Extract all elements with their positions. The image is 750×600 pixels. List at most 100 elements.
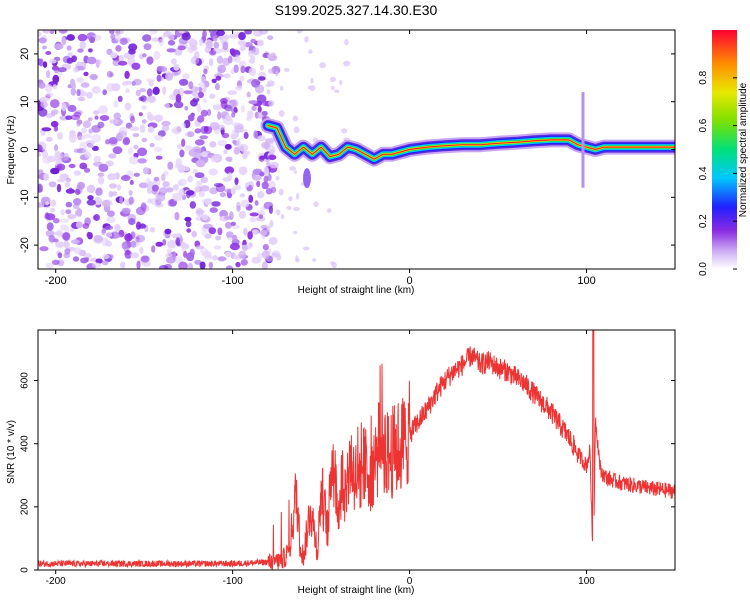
noise-blob xyxy=(178,188,185,197)
noise-blob xyxy=(93,214,100,221)
noise-blob xyxy=(46,92,54,98)
noise-blob xyxy=(293,126,300,134)
noise-blob xyxy=(114,224,121,232)
noise-blob xyxy=(141,105,148,111)
noise-blob xyxy=(244,182,249,188)
noise-blob xyxy=(61,102,67,112)
noise-blob xyxy=(120,261,126,269)
noise-blob xyxy=(38,169,44,175)
noise-blob xyxy=(230,187,236,195)
noise-blob xyxy=(39,246,49,252)
noise-blob xyxy=(166,48,176,53)
noise-blob xyxy=(146,185,153,195)
noise-blob xyxy=(256,252,263,261)
noise-blob xyxy=(147,198,153,204)
noise-blob xyxy=(269,220,274,228)
noise-blob xyxy=(111,191,118,197)
noise-blob xyxy=(238,166,248,176)
noise-blob xyxy=(112,146,123,155)
noise-blob xyxy=(188,81,194,90)
noise-blob xyxy=(197,82,206,88)
noise-blob xyxy=(178,178,187,186)
noise-blob xyxy=(87,143,95,149)
noise-blob xyxy=(219,192,227,198)
noise-blob xyxy=(130,115,136,124)
noise-blob xyxy=(275,209,281,216)
noise-blob xyxy=(95,187,103,196)
noise-blob xyxy=(253,130,258,139)
noise-blob xyxy=(293,206,300,211)
noise-blob xyxy=(227,55,233,64)
noise-blob xyxy=(205,41,213,49)
noise-blob xyxy=(66,45,72,51)
noise-blob xyxy=(233,146,240,155)
noise-blob xyxy=(139,124,146,133)
noise-blob xyxy=(189,201,196,209)
noise-blob xyxy=(117,130,128,139)
noise-blob xyxy=(124,233,133,242)
noise-blob xyxy=(121,207,131,215)
noise-blob xyxy=(175,237,181,246)
noise-blob xyxy=(257,111,263,119)
noise-blob xyxy=(62,232,71,241)
noise-blob xyxy=(234,54,241,63)
noise-blob xyxy=(190,56,200,65)
noise-blob xyxy=(265,83,272,88)
noise-blob xyxy=(154,134,163,141)
noise-blob xyxy=(172,184,179,191)
noise-blob xyxy=(142,167,150,175)
noise-blob xyxy=(167,40,176,46)
noise-blob xyxy=(63,241,70,249)
noise-blob xyxy=(77,48,84,53)
noise-blob xyxy=(117,95,123,103)
noise-blob xyxy=(248,58,255,64)
noise-blob xyxy=(172,125,183,135)
noise-blob xyxy=(339,79,343,86)
noise-blob xyxy=(177,164,186,174)
noise-blob xyxy=(229,242,240,251)
noise-blob xyxy=(195,159,206,168)
noise-blob xyxy=(108,254,114,260)
noise-blob xyxy=(174,211,180,221)
noise-blob xyxy=(210,155,219,163)
noise-blob xyxy=(65,201,73,208)
noise-blob xyxy=(147,114,155,121)
noise-blob xyxy=(247,231,253,240)
noise-blob xyxy=(171,58,177,65)
x-tick-label: 100 xyxy=(577,275,595,287)
noise-blob xyxy=(147,95,156,104)
noise-blob xyxy=(204,254,213,260)
noise-blob xyxy=(139,88,146,93)
noise-blob xyxy=(128,218,136,225)
noise-blob xyxy=(99,115,110,121)
noise-blob xyxy=(182,73,190,80)
noise-blob xyxy=(153,176,160,182)
noise-blob xyxy=(209,122,220,130)
noise-blob xyxy=(105,139,110,145)
noise-blob xyxy=(178,261,188,269)
y-tick-label: 0 xyxy=(20,567,31,573)
colorbar: 0.0 0.2 0.4 0.6 0.8 Normalized spectral ampl… xyxy=(698,30,749,276)
noise-blob xyxy=(45,262,54,269)
noise-blob xyxy=(241,244,248,252)
spectrogram-x-label: Height of straight line (km) xyxy=(298,285,415,296)
noise-blob xyxy=(57,67,67,73)
noise-blob xyxy=(244,30,252,35)
noise-blob xyxy=(196,103,202,113)
noise-blob xyxy=(248,67,256,77)
noise-blob xyxy=(68,163,76,169)
noise-blob xyxy=(88,73,99,81)
noise-blob xyxy=(230,99,239,108)
noise-blob xyxy=(105,160,114,167)
noise-blob xyxy=(264,171,269,177)
noise-blob xyxy=(240,259,248,266)
x-tick-label: 0 xyxy=(407,576,413,587)
noise-blob xyxy=(293,170,298,174)
noise-blob xyxy=(208,227,217,235)
noise-blob xyxy=(222,57,230,66)
noise-blob xyxy=(81,91,88,97)
noise-blob xyxy=(42,150,48,159)
noise-blob xyxy=(209,50,217,56)
noise-blob xyxy=(256,180,261,188)
y-tick-label: 400 xyxy=(20,435,31,452)
